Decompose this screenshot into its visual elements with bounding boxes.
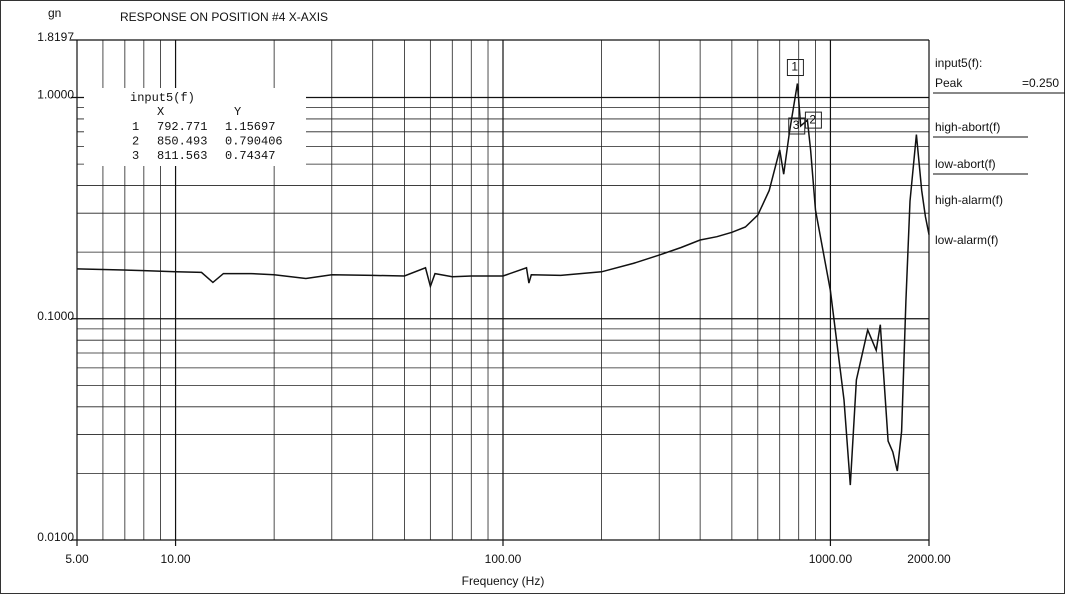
cursor-marker xyxy=(788,117,806,135)
side-peak-value: =0.250 xyxy=(1022,76,1059,90)
cursor-y: 1.15697 xyxy=(225,120,275,134)
cursor-marker-label: 2 xyxy=(809,112,816,126)
side-label: low-alarm(f) xyxy=(935,233,998,247)
side-label: low-abort(f) xyxy=(935,157,996,171)
cursor-table-title: input5(f) xyxy=(130,91,195,105)
cursor-index: 3 xyxy=(132,149,139,163)
side-label: high-alarm(f) xyxy=(935,193,1003,207)
y-tick-label: 1.0000 xyxy=(37,88,74,102)
x-tick-label: 2000.00 xyxy=(907,552,951,566)
cursor-table-box xyxy=(84,88,306,166)
x-tick-label: 10.00 xyxy=(161,552,191,566)
side-peak: Peak xyxy=(935,76,963,90)
cursor-marker-label: 3 xyxy=(793,118,800,132)
y-tick-label: 0.0100 xyxy=(37,530,74,544)
cursor-marker-label: 1 xyxy=(791,60,798,74)
cursor-marker xyxy=(786,59,804,77)
cursor-table-header: X xyxy=(157,105,164,119)
y-axis-label: gn xyxy=(48,6,61,20)
cursor-index: 1 xyxy=(132,120,139,134)
cursor-y: 0.74347 xyxy=(225,149,275,163)
y-tick-label: 1.8197 xyxy=(37,30,74,44)
x-tick-label: 1000.00 xyxy=(809,552,853,566)
cursor-marker xyxy=(804,111,822,129)
x-tick-label: 100.00 xyxy=(485,552,522,566)
cursor-y: 0.790406 xyxy=(225,135,283,149)
cursor-table-header: Y xyxy=(234,105,241,119)
side-label: high-abort(f) xyxy=(935,120,1000,134)
x-tick-label: 5.00 xyxy=(65,552,89,566)
y-tick-label: 0.1000 xyxy=(37,309,74,323)
cursor-x: 792.771 xyxy=(157,120,207,134)
cursor-index: 2 xyxy=(132,135,139,149)
chart-title: RESPONSE ON POSITION #4 X-AXIS xyxy=(120,10,328,24)
side-heading: input5(f): xyxy=(935,56,982,70)
data-line xyxy=(76,83,930,486)
cursor-x: 811.563 xyxy=(157,149,207,163)
cursor-x: 850.493 xyxy=(157,135,207,149)
x-axis-label: Frequency (Hz) xyxy=(462,574,545,588)
